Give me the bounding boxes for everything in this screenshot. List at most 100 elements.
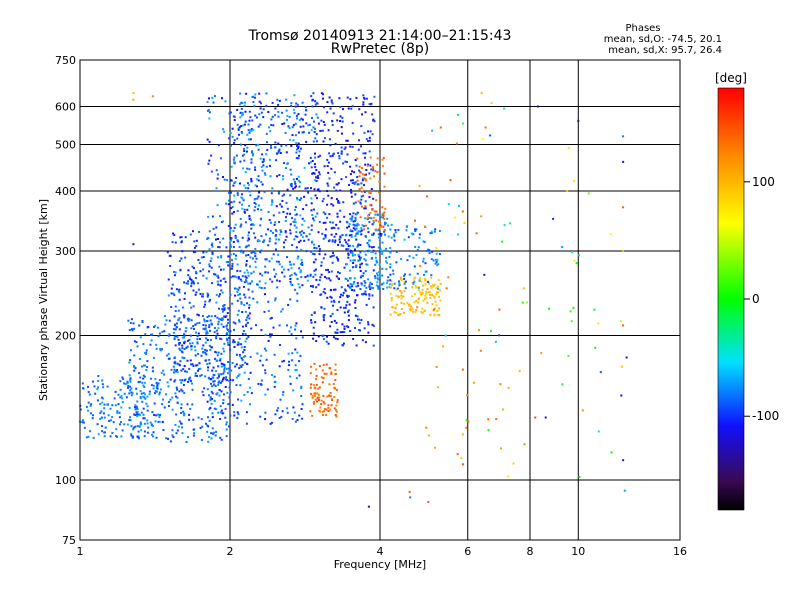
data-point bbox=[240, 101, 243, 104]
data-point bbox=[335, 223, 338, 226]
data-point bbox=[195, 245, 198, 247]
data-point bbox=[239, 270, 242, 273]
data-point bbox=[461, 433, 464, 436]
data-point bbox=[191, 363, 194, 366]
data-point bbox=[188, 318, 191, 321]
data-point bbox=[389, 228, 392, 231]
data-point bbox=[359, 244, 362, 246]
data-point bbox=[310, 365, 313, 368]
data-point bbox=[249, 371, 252, 374]
y-tick-label: 750 bbox=[55, 54, 76, 67]
data-point bbox=[243, 394, 246, 396]
data-point bbox=[341, 331, 344, 333]
data-point bbox=[248, 119, 251, 122]
data-point bbox=[363, 131, 366, 134]
data-point bbox=[240, 223, 243, 226]
data-point bbox=[225, 333, 228, 336]
data-point bbox=[362, 152, 365, 155]
data-point bbox=[297, 147, 299, 150]
data-point bbox=[297, 131, 300, 134]
data-point bbox=[292, 108, 295, 111]
data-point bbox=[572, 179, 575, 182]
data-point bbox=[365, 169, 368, 171]
data-point bbox=[622, 324, 625, 327]
data-point bbox=[208, 326, 211, 329]
data-point bbox=[331, 102, 334, 105]
data-point bbox=[311, 252, 314, 255]
data-point bbox=[146, 419, 149, 422]
data-point bbox=[349, 259, 352, 262]
data-point bbox=[322, 394, 325, 397]
data-point bbox=[85, 405, 88, 408]
data-point bbox=[348, 223, 351, 225]
data-point bbox=[329, 107, 332, 110]
data-point bbox=[163, 330, 166, 333]
data-point bbox=[360, 274, 363, 277]
data-point bbox=[182, 410, 185, 413]
data-point bbox=[213, 374, 216, 376]
data-point bbox=[208, 230, 211, 233]
data-point bbox=[371, 223, 374, 226]
data-point bbox=[218, 265, 221, 268]
data-point bbox=[141, 365, 144, 368]
data-point bbox=[134, 414, 137, 416]
data-point bbox=[320, 261, 323, 264]
data-point bbox=[594, 346, 597, 349]
data-point bbox=[254, 255, 257, 258]
data-point bbox=[433, 313, 436, 316]
data-point bbox=[447, 203, 450, 206]
data-point bbox=[398, 282, 401, 284]
data-point bbox=[181, 347, 184, 350]
data-point bbox=[261, 153, 264, 156]
data-point bbox=[233, 156, 236, 159]
data-point bbox=[260, 166, 263, 168]
data-point bbox=[208, 159, 211, 162]
data-point bbox=[132, 243, 135, 246]
data-point bbox=[365, 303, 368, 306]
data-point bbox=[522, 287, 525, 290]
data-point bbox=[136, 345, 139, 348]
data-point bbox=[331, 312, 334, 315]
data-point bbox=[312, 172, 315, 174]
data-point bbox=[174, 305, 177, 308]
data-point bbox=[216, 354, 219, 357]
data-point bbox=[319, 129, 322, 132]
data-point bbox=[139, 376, 142, 379]
data-point bbox=[211, 427, 214, 430]
data-point bbox=[192, 418, 195, 421]
data-point bbox=[327, 184, 330, 187]
data-point bbox=[236, 193, 239, 196]
data-point bbox=[310, 197, 313, 200]
data-point bbox=[418, 233, 421, 236]
data-point bbox=[498, 334, 501, 337]
data-point bbox=[229, 227, 232, 230]
data-point bbox=[436, 386, 439, 389]
data-point bbox=[427, 281, 430, 283]
data-point bbox=[285, 235, 288, 238]
data-point bbox=[315, 101, 318, 104]
data-point bbox=[339, 209, 342, 212]
data-point bbox=[167, 334, 170, 337]
data-point bbox=[363, 184, 365, 187]
data-point bbox=[178, 343, 181, 346]
data-point bbox=[358, 169, 361, 172]
data-point bbox=[349, 330, 352, 332]
data-point bbox=[275, 230, 278, 233]
data-point bbox=[244, 246, 247, 249]
data-point bbox=[328, 138, 331, 141]
data-point bbox=[226, 341, 229, 344]
data-point bbox=[444, 334, 447, 337]
data-point bbox=[141, 400, 144, 403]
data-point bbox=[241, 113, 244, 116]
data-point bbox=[201, 425, 204, 428]
data-point bbox=[312, 140, 315, 143]
data-point bbox=[289, 382, 292, 385]
data-point bbox=[429, 232, 432, 235]
data-point bbox=[239, 225, 242, 228]
data-point bbox=[119, 388, 122, 391]
data-point bbox=[201, 347, 204, 350]
data-point bbox=[154, 390, 157, 393]
data-point bbox=[383, 172, 386, 175]
data-point bbox=[178, 291, 181, 294]
data-point bbox=[330, 300, 333, 303]
